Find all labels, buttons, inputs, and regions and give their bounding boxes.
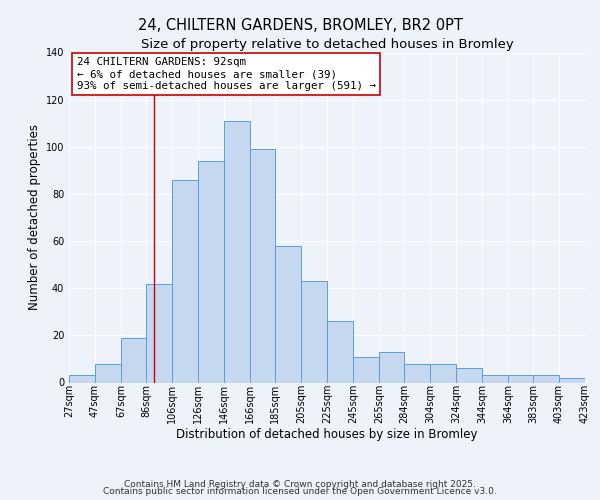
Bar (482, 376, 508, 382)
Bar (559, 378, 585, 382)
Bar (533, 376, 559, 382)
Bar (301, 281, 327, 382)
Text: 24 CHILTERN GARDENS: 92sqm
← 6% of detached houses are smaller (39)
93% of semi-: 24 CHILTERN GARDENS: 92sqm ← 6% of detac… (77, 58, 376, 90)
Bar (456, 368, 482, 382)
Bar (508, 376, 533, 382)
Bar (95, 364, 121, 382)
Title: Size of property relative to detached houses in Bromley: Size of property relative to detached ho… (140, 38, 514, 52)
X-axis label: Distribution of detached houses by size in Bromley: Distribution of detached houses by size … (176, 428, 478, 440)
Bar (327, 321, 353, 382)
Bar (198, 161, 224, 382)
Y-axis label: Number of detached properties: Number of detached properties (28, 124, 41, 310)
Bar (121, 338, 146, 382)
Bar (275, 246, 301, 382)
Bar (224, 121, 250, 382)
Text: Contains HM Land Registry data © Crown copyright and database right 2025.: Contains HM Land Registry data © Crown c… (124, 480, 476, 489)
Bar (172, 180, 198, 382)
Bar (404, 364, 430, 382)
Text: Contains public sector information licensed under the Open Government Licence v3: Contains public sector information licen… (103, 487, 497, 496)
Bar (146, 284, 172, 382)
Bar (379, 352, 404, 382)
Bar (430, 364, 456, 382)
Bar (353, 356, 379, 382)
Bar (250, 149, 275, 382)
Bar (69, 376, 95, 382)
Text: 24, CHILTERN GARDENS, BROMLEY, BR2 0PT: 24, CHILTERN GARDENS, BROMLEY, BR2 0PT (137, 18, 463, 32)
